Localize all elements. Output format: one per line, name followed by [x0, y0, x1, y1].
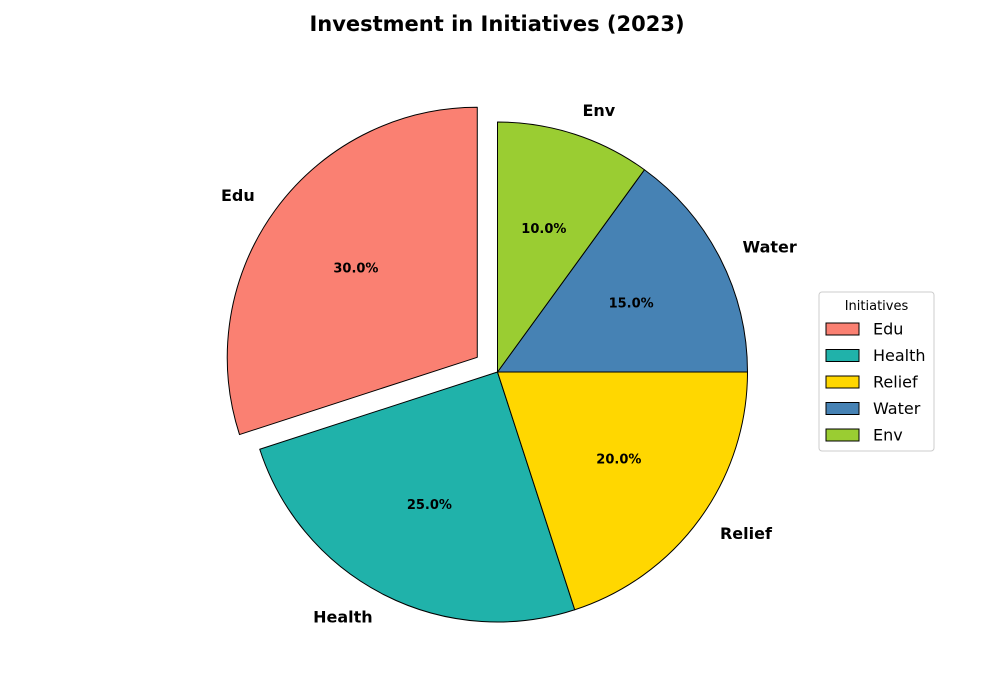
legend-swatch-health — [825, 349, 860, 362]
slice-label-water: Water — [743, 238, 797, 257]
pie-slice-relief — [497, 371, 748, 611]
legend-swatch-env — [825, 428, 860, 442]
legend-label-water: Water — [873, 399, 921, 418]
slice-label-env: Env — [582, 101, 615, 120]
legend-label-env: Env — [873, 426, 903, 445]
pie-slices — [226, 106, 748, 623]
legend-label-relief: Relief — [873, 373, 918, 392]
legend-swatch-water — [825, 402, 860, 415]
slice-pct-health: 25.0% — [407, 498, 452, 513]
slice-pct-relief: 20.0% — [596, 453, 641, 468]
pie-slice-edu — [226, 106, 478, 436]
legend: Initiatives Edu Health Relief Water Env — [818, 291, 935, 452]
pie-slice-env — [497, 121, 645, 373]
legend-swatch-relief — [825, 375, 860, 389]
slice-pct-env: 10.0% — [521, 222, 566, 237]
legend-title: Initiatives — [845, 299, 909, 314]
legend-swatch-edu — [825, 322, 860, 336]
pie-slice-water — [497, 169, 748, 373]
slice-label-edu: Edu — [221, 186, 255, 205]
slice-pct-edu: 30.0% — [333, 262, 378, 277]
slice-label-relief: Relief — [720, 524, 773, 543]
pie-slice-health — [259, 371, 576, 623]
chart-title: Investment in Initiatives (2023) — [309, 12, 684, 36]
legend-entries: Edu Health Relief Water Env — [825, 320, 926, 445]
slice-label-health: Health — [313, 608, 373, 627]
pie-labels: Edu 30.0% Health 25.0% Relief 20.0% Water 15.0%… — [221, 101, 797, 627]
slice-pct-water: 15.0% — [609, 296, 654, 311]
legend-label-edu: Edu — [873, 320, 903, 339]
legend-label-health: Health — [873, 346, 926, 365]
